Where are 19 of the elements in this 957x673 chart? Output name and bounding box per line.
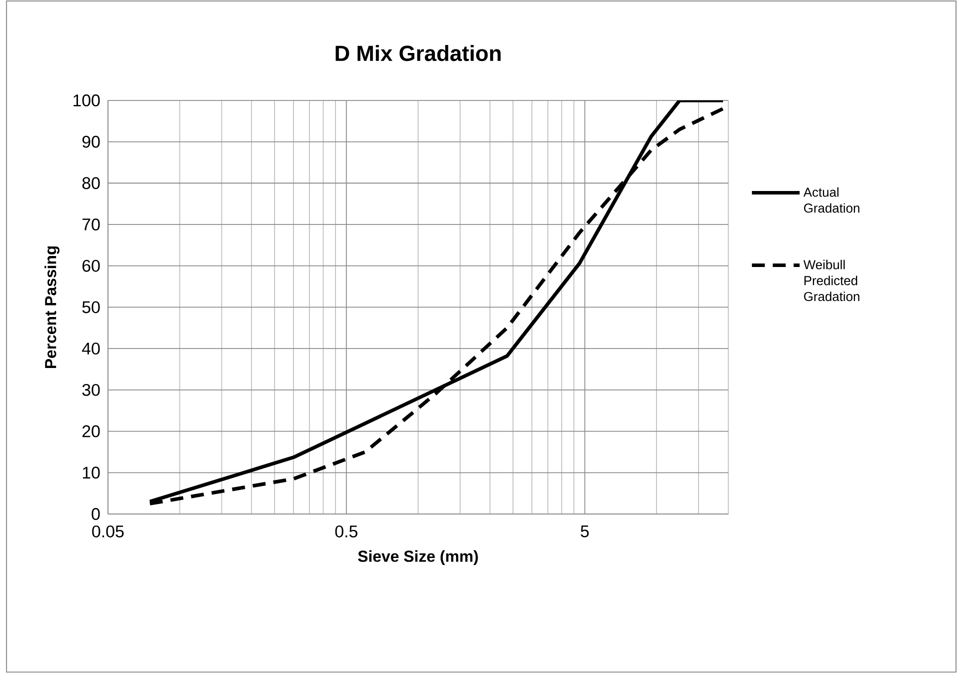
x-tick-label: 0.5	[335, 525, 358, 538]
legend-label: Weibull Predicted Gradation	[803, 260, 860, 302]
y-tick-label: 20	[82, 425, 100, 438]
y-tick-label: 10	[82, 466, 100, 479]
x-axis-title: Sieve Size (mm)	[358, 550, 478, 566]
y-tick-label: 30	[82, 384, 100, 396]
y-tick-label: 50	[82, 301, 100, 314]
y-tick-label: 0	[92, 508, 100, 520]
y-tick-label: 60	[82, 260, 100, 272]
y-tick-label: 40	[82, 342, 100, 355]
y-tick-label: 80	[82, 177, 100, 190]
legend-label: Actual Gradation	[803, 187, 860, 213]
y-tick-label: 90	[82, 136, 100, 148]
x-tick-label: 0.05	[92, 525, 124, 538]
y-tick-label: 100	[74, 94, 100, 106]
chart-title: D Mix Gradation	[336, 45, 501, 62]
y-axis-title: Percent Passing	[44, 246, 60, 368]
y-tick-label: 70	[82, 218, 100, 230]
x-tick-label: 5	[580, 525, 589, 538]
